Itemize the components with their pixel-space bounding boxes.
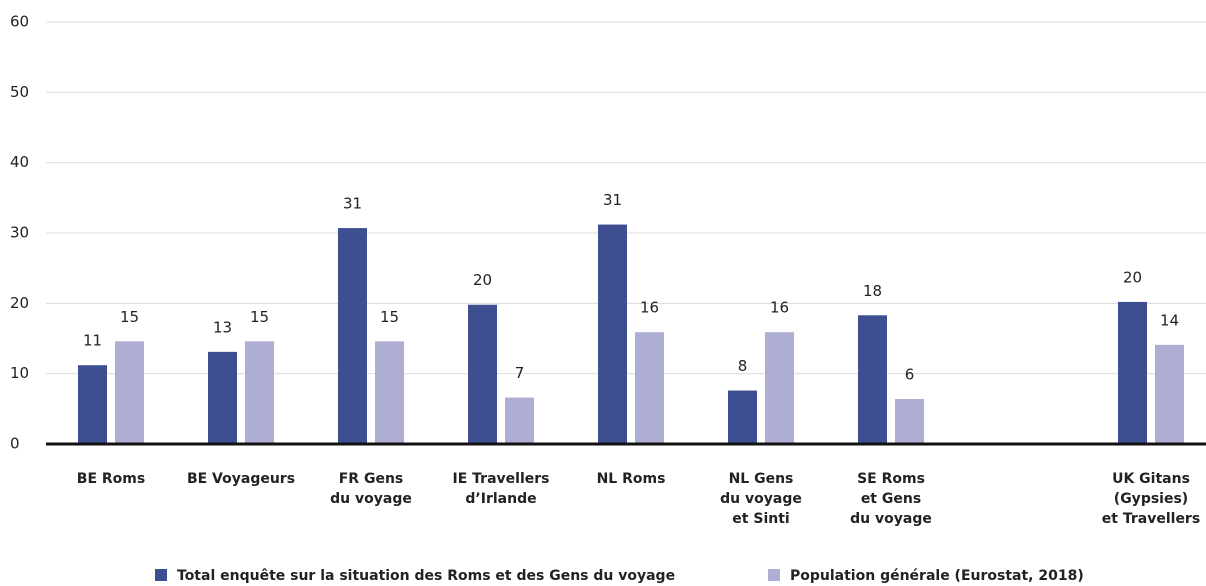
x-tick-label: SE Roms [857,471,925,487]
legend-swatch [155,569,167,581]
x-tick-label: (Gypsies) [1114,491,1188,507]
y-tick-label: 30 [10,224,29,242]
y-tick-label: 20 [10,294,29,312]
data-label: 15 [380,308,399,326]
x-tick-label: et Travellers [1102,511,1200,527]
data-label: 15 [120,308,139,326]
bar [115,341,144,444]
bar [765,332,794,444]
data-label: 6 [905,365,915,383]
x-tick-label: FR Gens [339,471,404,487]
data-label: 31 [603,191,622,209]
y-tick-label: 0 [10,435,20,453]
data-label: 8 [738,357,748,375]
bar [598,224,627,444]
data-label: 11 [83,332,102,350]
x-tick-label: BE Voyageurs [187,471,295,487]
x-tick-label: NL Roms [597,471,666,487]
data-label: 7 [515,364,525,382]
y-tick-label: 10 [10,364,29,382]
bar [858,315,887,444]
bar [635,332,664,444]
bar [895,398,924,444]
x-tick-label: du voyage [720,491,802,507]
bar [338,228,367,444]
data-label: 16 [770,299,789,317]
x-tick-label: et Sinti [732,511,789,527]
bar [468,304,497,444]
data-label: 15 [250,308,269,326]
y-tick-label: 50 [10,83,29,101]
x-tick-label: UK Gitans [1112,471,1190,487]
x-tick-label: et Gens [861,491,921,507]
data-label: 18 [863,282,882,300]
x-tick-label: NL Gens [729,471,794,487]
x-tick-label: du voyage [330,491,412,507]
data-label: 20 [1123,268,1142,286]
bar [375,341,404,444]
legend-label: Total enquête sur la situation des Roms … [177,568,675,584]
data-label: 13 [213,318,232,336]
legend-swatch [768,569,780,581]
data-label: 14 [1160,311,1179,329]
data-label: 31 [343,195,362,213]
x-tick-label: d’Irlande [465,491,536,507]
bar [505,397,534,444]
data-label: 20 [473,271,492,289]
x-tick-label: du voyage [850,511,932,527]
bar [78,365,107,444]
bar [245,341,274,444]
x-tick-label: BE Roms [77,471,145,487]
bar [1155,344,1184,444]
bar [728,390,757,444]
y-tick-label: 60 [10,13,29,31]
y-tick-label: 40 [10,153,29,171]
x-tick-label: IE Travellers [453,471,550,487]
data-label: 16 [640,299,659,317]
bar [1118,301,1147,444]
bar [208,351,237,444]
legend-label: Population générale (Eurostat, 2018) [790,568,1084,584]
